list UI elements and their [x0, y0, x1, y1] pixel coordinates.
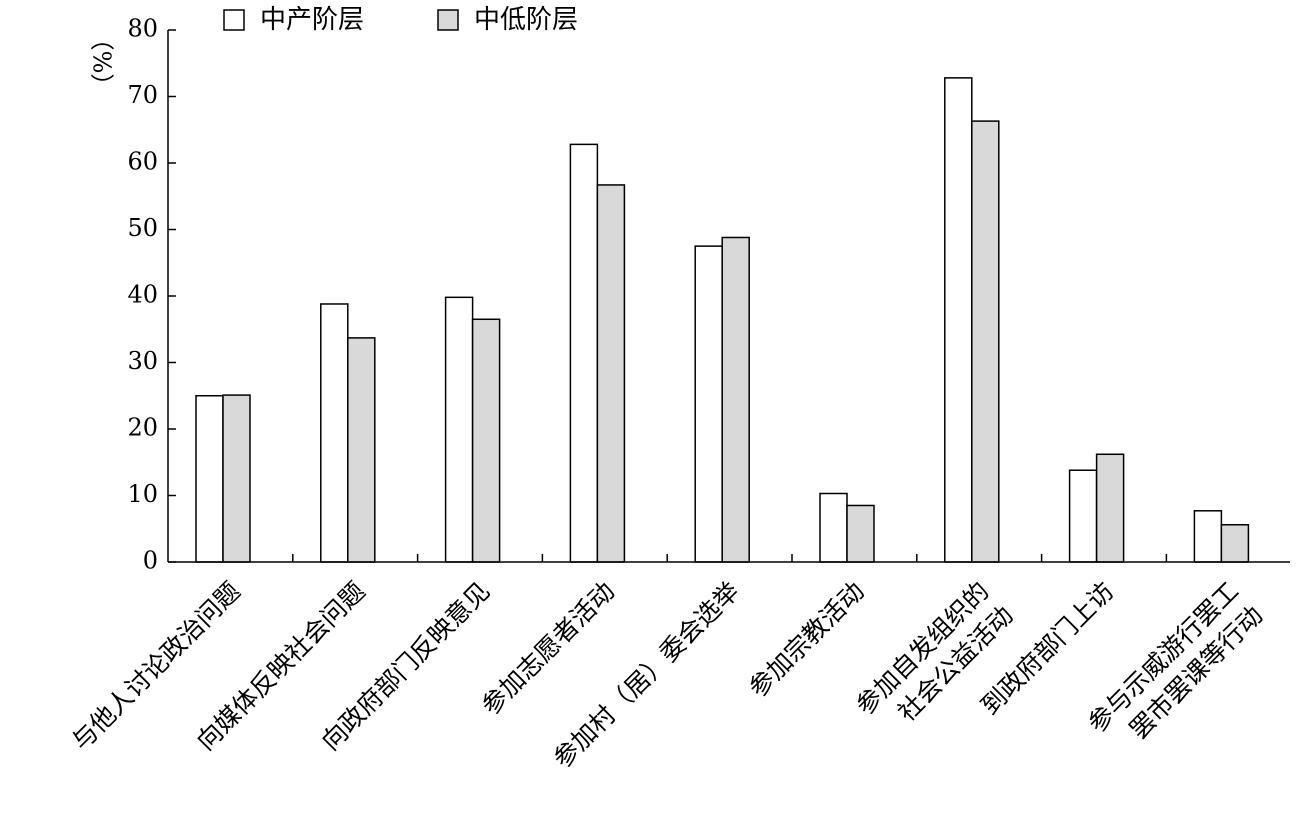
legend-label: 中产阶层	[260, 5, 364, 35]
category-label: 参加志愿者活动	[476, 576, 620, 720]
y-tick-label: 30	[127, 347, 158, 375]
bar-middle-class	[694, 245, 723, 563]
y-tick-label: 0	[143, 547, 158, 575]
y-tick-label: 60	[127, 148, 158, 176]
category-label-line: 到政府部门上访	[975, 576, 1119, 720]
bar-lower-middle-class	[1095, 453, 1125, 563]
category-label-line: 参加宗教活动	[743, 576, 870, 703]
bar-middle-class	[195, 395, 224, 563]
bars	[195, 77, 1250, 563]
bar-lower-middle-class	[347, 337, 376, 563]
legend: 中产阶层 中低阶层	[223, 5, 578, 35]
bar-lower-middle-class	[596, 184, 626, 563]
bar-lower-middle-class	[222, 394, 251, 563]
bar-middle-class	[1068, 469, 1098, 563]
y-tick-label: 20	[127, 414, 158, 442]
bar-middle-class	[320, 303, 349, 563]
bar-lower-middle-class	[846, 504, 875, 563]
legend-swatch	[223, 9, 245, 31]
category-label-line: 参加志愿者活动	[476, 576, 620, 720]
category-labels: 与他人讨论政治问题向媒体反映社会问题向政府部门反映意见参加志愿者活动参加村（居）…	[66, 576, 1268, 773]
bar-lower-middle-class	[721, 236, 750, 563]
bar-lower-middle-class	[471, 318, 501, 563]
bar-middle-class	[944, 77, 973, 563]
bar-middle-class	[444, 296, 474, 563]
x-axis	[168, 554, 1290, 563]
bar-lower-middle-class	[971, 120, 1000, 563]
y-tick-label: 80	[127, 15, 158, 43]
bar-middle-class	[819, 492, 848, 563]
y-axis-unit-label: （%）	[88, 27, 116, 98]
y-tick-label: 50	[127, 214, 158, 242]
category-label: 到政府部门上访	[975, 576, 1119, 720]
y-tick-label: 70	[127, 81, 158, 109]
category-label: 参加宗教活动	[743, 576, 870, 703]
y-tick-label: 40	[127, 281, 158, 309]
bar-lower-middle-class	[1220, 524, 1250, 563]
y-tick-label: 10	[127, 480, 158, 508]
legend-label: 中低阶层	[474, 5, 578, 35]
y-axis: 0 10 20 30 40 50 60 70 80	[127, 15, 176, 575]
legend-swatch	[437, 9, 459, 31]
bar-middle-class	[569, 143, 599, 563]
bar-middle-class	[1193, 510, 1223, 563]
